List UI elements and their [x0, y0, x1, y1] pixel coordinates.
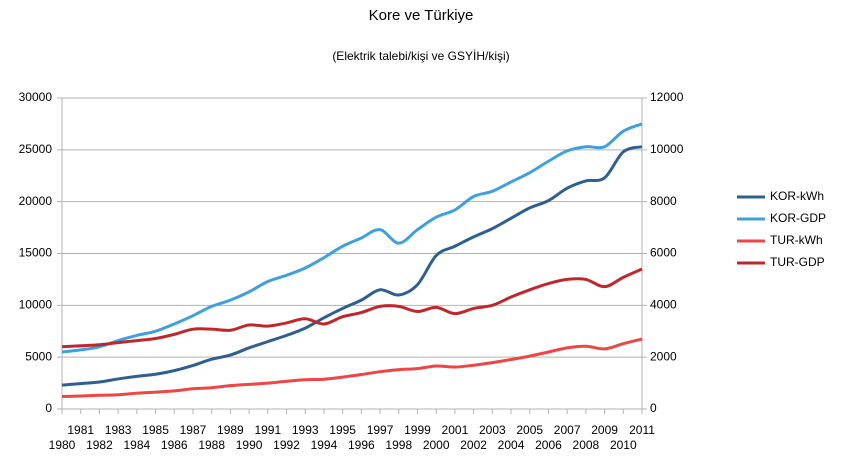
- y-tick-label: 15000: [19, 246, 53, 260]
- x-tick-label: 2007: [554, 423, 581, 437]
- legend-label: TUR-GDP: [770, 255, 825, 269]
- x-tick-label: 1995: [329, 423, 356, 437]
- x-tick-label: 1987: [180, 423, 207, 437]
- x-tick-label: 1988: [198, 438, 225, 452]
- x-tick-label: 2009: [591, 423, 618, 437]
- x-tick-label: 1984: [123, 438, 150, 452]
- legend-label: KOR-kWh: [770, 189, 824, 203]
- y2-tick-label: 2000: [650, 349, 677, 363]
- x-tick-label: 2010: [610, 438, 637, 452]
- x-tick-label: 1990: [236, 438, 263, 452]
- y-tick-label: 10000: [19, 298, 53, 312]
- x-tick-label: 1997: [367, 423, 394, 437]
- series-line: [61, 337, 643, 399]
- x-tick-label: 2011: [629, 423, 655, 437]
- y2-tick-label: 8000: [650, 194, 677, 208]
- x-tick-label: 1996: [348, 438, 375, 452]
- x-tick-label: 1986: [161, 438, 188, 452]
- x-tick-label: 2003: [479, 423, 506, 437]
- x-tick-label: 1994: [311, 438, 338, 452]
- series-line: [61, 122, 643, 354]
- x-tick-label: 1980: [49, 438, 76, 452]
- x-tick-label: 2000: [423, 438, 450, 452]
- x-tick-label: 1985: [142, 423, 169, 437]
- x-tick-label: 1982: [86, 438, 113, 452]
- x-tick-label: 1998: [385, 438, 412, 452]
- x-tick-label: 1989: [217, 423, 244, 437]
- series-line: [61, 267, 643, 349]
- x-tick-label: 2002: [460, 438, 487, 452]
- x-tick-label: 2001: [442, 423, 469, 437]
- y2-tick-label: 12000: [650, 90, 684, 104]
- y2-tick-label: 6000: [650, 246, 677, 260]
- y-tick-label: 30000: [19, 90, 53, 104]
- y-tick-label: 5000: [25, 349, 52, 363]
- x-tick-label: 2006: [535, 438, 562, 452]
- x-tick-label: 1993: [292, 423, 319, 437]
- x-tick-label: 1991: [254, 423, 281, 437]
- chart-title: Kore ve Türkiye: [369, 7, 474, 24]
- series-line: [61, 145, 643, 387]
- legend-label: TUR-kWh: [770, 233, 823, 247]
- x-tick-label: 1983: [105, 423, 132, 437]
- y2-tick-label: 10000: [650, 142, 684, 156]
- x-tick-label: 1999: [404, 423, 431, 437]
- x-tick-label: 2004: [498, 438, 525, 452]
- y-tick-label: 20000: [19, 194, 53, 208]
- chart-subtitle: (Elektrik talebi/kişi ve GSYİH/kişi): [332, 49, 509, 63]
- y-tick-label: 0: [45, 401, 52, 415]
- y2-tick-label: 0: [650, 401, 657, 415]
- y2-tick-label: 4000: [650, 298, 677, 312]
- x-tick-label: 2005: [516, 423, 543, 437]
- x-tick-label: 2008: [573, 438, 600, 452]
- x-tick-label: 1981: [67, 423, 94, 437]
- x-tick-label: 1992: [273, 438, 300, 452]
- legend-label: KOR-GDP: [770, 211, 826, 225]
- y-tick-label: 25000: [19, 142, 53, 156]
